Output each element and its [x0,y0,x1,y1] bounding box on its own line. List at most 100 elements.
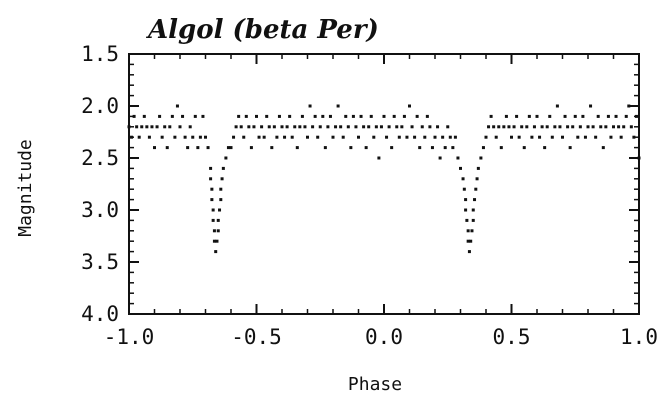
data-point [163,125,167,129]
data-point [456,156,460,160]
data-point [168,125,172,129]
data-point [510,135,513,139]
data-point [502,125,506,129]
data-point [364,146,368,150]
data-point [614,114,618,118]
data-point [576,135,580,139]
data-point [210,187,214,191]
data-point [563,114,567,118]
data-point [323,146,327,150]
data-point [374,125,378,129]
data-point [507,125,511,129]
data-point [260,125,264,129]
data-point [589,104,593,108]
data-point [474,187,478,191]
data-point [303,125,307,129]
data-point [596,114,600,118]
data-point [397,135,401,139]
data-point [453,135,457,139]
data-point [553,125,557,129]
data-point [218,208,222,212]
data-point [137,135,141,139]
data-point [354,125,358,129]
data-point [425,114,429,118]
data-point [344,114,348,118]
data-point [402,114,406,118]
data-point [487,125,491,129]
data-point [494,135,498,139]
data-point [158,114,162,118]
data-point [206,146,210,150]
data-point [438,156,442,160]
data-point [379,125,383,129]
data-point [372,135,376,139]
data-point [377,156,381,160]
data-point [175,104,179,108]
data-point [204,135,207,139]
data-point [359,114,363,118]
data-point [306,135,309,139]
data-point [178,125,182,129]
data-point [211,208,215,212]
data-point [211,218,215,222]
data-point [346,125,350,129]
data-point [466,229,470,233]
data-point [632,135,636,139]
data-point [555,104,559,108]
y-tick-label: 2.5 [81,146,119,170]
data-point [272,125,276,129]
y-tick-label: 2.0 [81,94,119,118]
data-point [265,114,269,118]
data-point [599,125,603,129]
data-point [328,114,332,118]
data-point [448,135,452,139]
data-point [390,146,394,150]
data-point [594,135,598,139]
data-point [629,125,633,129]
data-point [165,146,169,150]
data-point [357,135,360,139]
data-point [637,156,641,160]
data-point [186,146,190,150]
data-point [387,125,391,129]
data-point [522,146,526,150]
data-point [573,114,577,118]
data-point [497,125,501,129]
data-point [135,125,139,129]
data-point [571,125,575,129]
data-point [242,135,246,139]
data-point [540,125,544,129]
data-point [270,146,274,150]
plot-frame [128,53,640,315]
data-point [415,114,419,118]
data-point [244,114,248,118]
data-point [530,135,534,139]
data-point [262,135,266,139]
data-point [471,208,475,212]
data-point [334,125,338,129]
data-point [316,135,320,139]
data-point [499,146,503,150]
data-point [191,135,195,139]
data-point [142,114,146,118]
data-point [210,198,214,202]
data-point [280,125,284,129]
y-tick-label: 3.5 [81,250,119,274]
y-tick-label: 4.0 [81,302,119,326]
data-point [209,177,213,181]
data-point [446,125,450,129]
data-point [484,135,488,139]
data-point [150,125,154,129]
data-point [237,114,241,118]
data-point [173,135,177,139]
x-tick-label: 0.0 [365,325,403,349]
data-point [459,166,462,170]
data-point [198,135,202,139]
data-point [473,198,477,202]
data-point [318,125,322,129]
data-point [601,146,605,150]
data-point [147,135,151,139]
data-point [267,125,271,129]
data-point [476,166,480,170]
data-point [298,125,302,129]
